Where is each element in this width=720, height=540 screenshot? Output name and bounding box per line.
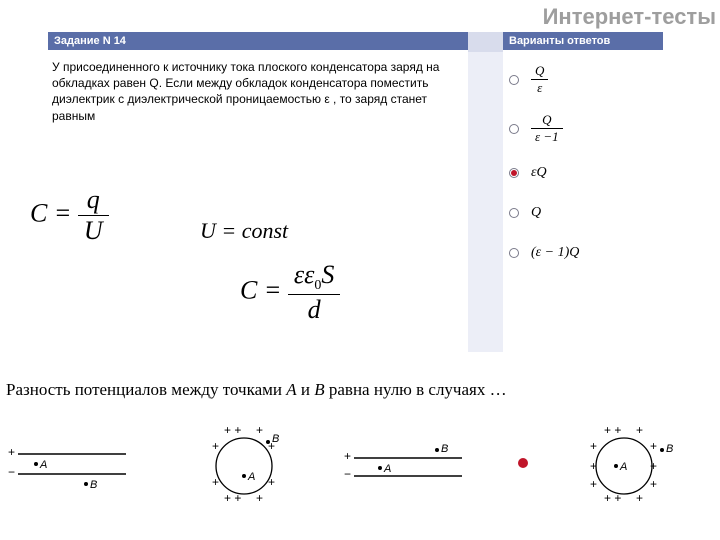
svg-text:+ +: + + <box>604 423 621 437</box>
svg-text:+ +: + + <box>224 423 241 437</box>
svg-text:A: A <box>39 459 47 471</box>
svg-text:B: B <box>90 479 97 491</box>
separator-column <box>468 32 503 352</box>
selected-marker-icon <box>518 458 528 468</box>
svg-text:+ +: + + <box>224 491 241 505</box>
svg-text:−: − <box>8 465 15 479</box>
answer-list: Qε Qε −1 εQ Q (ε − 1)Q <box>503 51 663 277</box>
svg-text:+: + <box>256 491 263 505</box>
answer-label: (ε − 1)Q <box>531 245 579 261</box>
answers-column: Варианты ответов Qε Qε −1 εQ Q <box>503 32 663 352</box>
task-header: Задание N 14 <box>48 32 468 51</box>
svg-text:−: − <box>344 467 351 481</box>
svg-text:+: + <box>650 439 657 453</box>
svg-text:A: A <box>383 463 391 475</box>
svg-text:+: + <box>590 477 597 491</box>
svg-text:+: + <box>344 449 351 463</box>
question-2-options: + − A B + + + + + + + + + + A B + <box>6 420 714 505</box>
radio-icon <box>509 75 519 85</box>
radio-icon <box>509 208 519 218</box>
question-2-text: Разность потенциалов между точками A и B… <box>6 380 507 400</box>
answers-header: Варианты ответов <box>503 32 663 51</box>
answer-label: Qε −1 <box>531 112 563 145</box>
answer-option[interactable]: Qε <box>503 55 663 104</box>
answer-option[interactable]: Qε −1 <box>503 104 663 153</box>
quiz-panel: Задание N 14 У присоединенного к источни… <box>48 32 663 352</box>
svg-text:+: + <box>590 439 597 453</box>
svg-text:+ +: + + <box>604 491 621 505</box>
svg-text:+: + <box>636 423 643 437</box>
svg-text:+: + <box>212 475 219 489</box>
answer-label: Qε <box>531 63 548 96</box>
answer-option[interactable]: (ε − 1)Q <box>503 233 663 273</box>
diagram-option-1[interactable]: + − A B <box>6 420 156 505</box>
svg-text:B: B <box>666 443 673 455</box>
svg-text:+: + <box>268 475 275 489</box>
diagram-option-3[interactable]: + − A B <box>342 420 492 505</box>
page-title: Интернет-тесты <box>543 4 716 30</box>
svg-text:A: A <box>619 461 627 473</box>
svg-text:B: B <box>441 443 448 455</box>
question-text: У присоединенного к источнику тока плоск… <box>48 51 468 128</box>
svg-text:B: B <box>272 433 279 445</box>
diagram-option-4[interactable]: + + + + + + + + + + + + A B <box>554 420 704 505</box>
svg-text:+: + <box>650 477 657 491</box>
svg-text:+: + <box>256 423 263 437</box>
svg-text:+: + <box>650 459 657 473</box>
svg-text:+: + <box>590 459 597 473</box>
answer-option[interactable]: εQ <box>503 153 663 193</box>
svg-text:+: + <box>212 439 219 453</box>
svg-text:A: A <box>247 471 255 483</box>
radio-icon <box>509 124 519 134</box>
svg-text:+: + <box>8 445 15 459</box>
answer-label: Q <box>531 205 541 221</box>
answer-label: εQ <box>531 165 547 181</box>
formula-voltage: U = const <box>200 218 288 244</box>
formula-capacitance: C = qU <box>30 185 109 246</box>
diagram-option-2[interactable]: + + + + + + + + + + A B <box>174 420 324 505</box>
answer-option[interactable]: Q <box>503 193 663 233</box>
radio-icon <box>509 248 519 258</box>
svg-text:+: + <box>636 491 643 505</box>
formula-capacitance-2: C = εε0S d <box>240 260 340 325</box>
radio-icon <box>509 168 519 178</box>
